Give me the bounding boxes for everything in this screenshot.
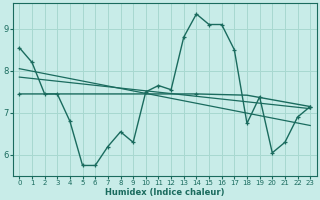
X-axis label: Humidex (Indice chaleur): Humidex (Indice chaleur) bbox=[105, 188, 225, 197]
